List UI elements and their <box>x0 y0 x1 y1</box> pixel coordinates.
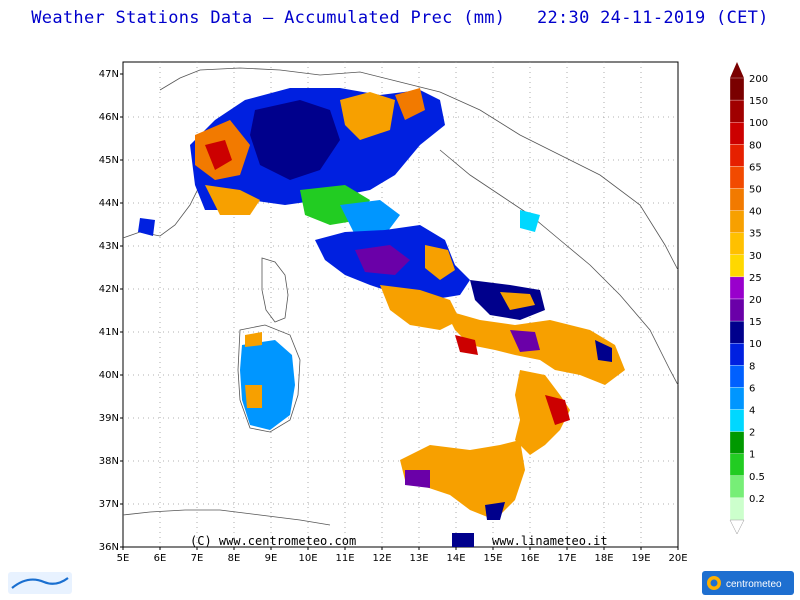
lat-tick-label: 40N <box>99 370 119 381</box>
legend-swatch <box>729 453 745 476</box>
legend-label: 80 <box>749 140 762 151</box>
legend-label: 25 <box>749 273 762 284</box>
legend-label: 1 <box>749 450 755 461</box>
lat-tick-label: 46N <box>99 112 119 123</box>
legend-label: 2 <box>749 428 755 439</box>
legend-label: 30 <box>749 251 762 262</box>
legend-swatch <box>729 320 745 344</box>
legend-swatch <box>729 77 745 101</box>
legend-swatch <box>729 232 745 255</box>
legend-arrow-bottom <box>729 519 745 535</box>
lat-tick-label: 38N <box>99 456 119 467</box>
legend-swatch <box>729 210 745 233</box>
lon-tick-label: 5E <box>117 553 130 564</box>
lat-tick-label: 47N <box>99 69 119 80</box>
legend-swatch <box>729 298 745 322</box>
lon-tick-label: 10E <box>298 553 317 564</box>
lon-tick-label: 16E <box>520 553 539 564</box>
legend-label: 65 <box>749 162 762 173</box>
precipitation-field <box>138 88 625 547</box>
legend-label: 35 <box>749 229 762 240</box>
lon-tick-label: 15E <box>483 553 502 564</box>
lon-tick-label: 11E <box>335 553 354 564</box>
legend-swatch <box>729 166 745 189</box>
legend-label: 100 <box>749 118 768 129</box>
lon-tick-label: 9E <box>265 553 278 564</box>
legend-swatch <box>729 409 745 432</box>
legend-swatch <box>729 365 745 388</box>
legend-label: 0.2 <box>749 494 765 505</box>
legend-label: 8 <box>749 361 755 372</box>
lat-tick-label: 44N <box>99 198 119 209</box>
lat-tick-label: 36N <box>99 542 119 553</box>
legend-label: 0.5 <box>749 472 765 483</box>
legend-swatch <box>729 497 745 521</box>
legend-swatch <box>729 276 745 300</box>
lat-tick-label: 41N <box>99 327 119 338</box>
centrometeo-logo: centrometeo <box>702 571 794 595</box>
lon-tick-label: 20E <box>668 553 687 564</box>
legend-label: 200 <box>749 74 768 85</box>
legend-label: 10 <box>749 339 762 350</box>
legend-label: 15 <box>749 317 762 328</box>
lon-tick-label: 8E <box>228 553 241 564</box>
legend-swatch <box>729 475 745 499</box>
legend-label: 6 <box>749 383 755 394</box>
legend-label: 50 <box>749 185 762 196</box>
lon-tick-label: 19E <box>631 553 650 564</box>
legend-swatch <box>729 387 745 410</box>
legend-swatch <box>729 188 745 211</box>
legend-swatch <box>729 431 745 454</box>
lon-tick-label: 14E <box>446 553 465 564</box>
longitude-axis: 5E 6E 7E 8E 9E 10E 11E 12E 13E 14E 15E 16E 17E 18E 19E… <box>117 547 688 564</box>
lineameteo-logo <box>8 572 72 594</box>
lon-tick-label: 17E <box>557 553 576 564</box>
map-title: Weather Stations Data — Accumulated Prec… <box>31 8 769 28</box>
legend-swatch <box>729 144 745 167</box>
lon-tick-label: 13E <box>409 553 428 564</box>
legend-swatch <box>729 122 745 145</box>
legend-label: 40 <box>749 207 762 218</box>
lon-tick-label: 6E <box>154 553 167 564</box>
lat-tick-label: 42N <box>99 284 119 295</box>
legend-label: 20 <box>749 295 762 306</box>
lon-tick-label: 12E <box>372 553 391 564</box>
legend-arrow <box>730 62 744 78</box>
lat-tick-label: 43N <box>99 241 119 252</box>
lat-tick-label: 39N <box>99 413 119 424</box>
legend-label: 4 <box>749 406 755 417</box>
precipitation-legend: 200 150 100 80 65 50 40 35 30 25 20 15 10 8 6 4 2 1 0.5 0.2 <box>729 62 768 535</box>
legend-swatch <box>729 343 745 366</box>
latitude-axis: 47N 46N 45N 44N 43N 42N 41N 40N 39N 38N 37N 36N <box>99 69 123 553</box>
lon-tick-label: 7E <box>191 553 204 564</box>
legend-label: 150 <box>749 96 768 107</box>
lat-tick-label: 37N <box>99 499 119 510</box>
legend-swatch <box>729 254 745 278</box>
credit-right: www.linameteo.it <box>492 534 608 548</box>
legend-swatch <box>729 99 745 123</box>
lat-tick-label: 45N <box>99 155 119 166</box>
credit-left: (C) www.centrometeo.com <box>190 534 356 548</box>
lon-tick-label: 18E <box>594 553 613 564</box>
centrometeo-logo-text: centrometeo <box>726 579 782 590</box>
